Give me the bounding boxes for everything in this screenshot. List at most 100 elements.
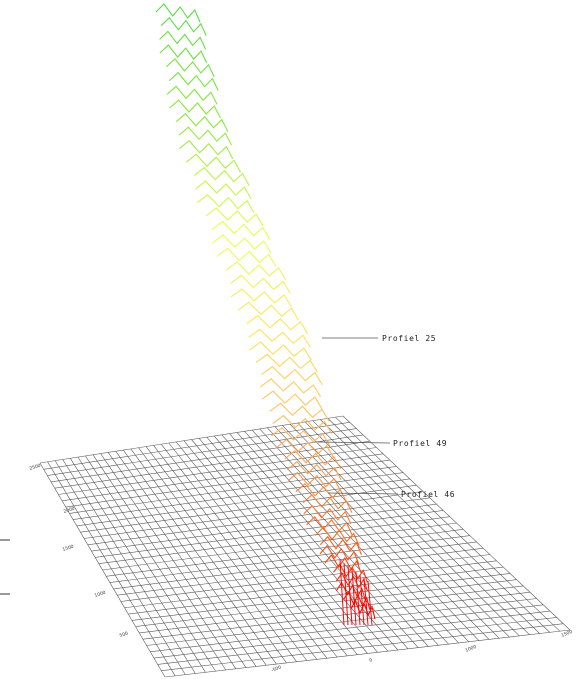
grid-line <box>282 425 490 640</box>
grid-line <box>92 454 237 669</box>
bottom-tick-label: 1000 <box>465 644 478 654</box>
profile-line <box>155 3 201 23</box>
profile-line <box>319 535 362 555</box>
profile-line <box>205 207 264 227</box>
profile-line <box>216 247 277 267</box>
grid-line <box>206 436 389 652</box>
grid-line <box>274 426 480 641</box>
bottom-tick-label: 1500 <box>561 629 574 639</box>
grid-line <box>145 446 308 661</box>
annotation-profiel-25: Profiel 25 <box>382 334 436 343</box>
profile-line <box>237 301 300 321</box>
grid-line <box>85 455 227 671</box>
profile-line <box>175 112 229 132</box>
profile-drop-line <box>363 577 369 626</box>
annotation-profiel-46: Profiel 46 <box>401 490 455 499</box>
grid-line <box>153 445 318 660</box>
grid-line <box>100 453 247 668</box>
profile-line <box>333 563 368 583</box>
bottom-tick-label: -500 <box>271 664 283 673</box>
profile-line <box>319 544 360 565</box>
axis-ticks: 2500 2000 1500 1000 500 -500 0 1000 1500 <box>29 463 574 674</box>
profile-line <box>284 449 342 469</box>
profile-line <box>159 44 208 64</box>
profile-drop-line <box>339 559 345 626</box>
profile-line <box>261 365 323 385</box>
left-tick-label: 1500 <box>62 544 75 553</box>
profile-drop-line <box>355 571 361 626</box>
profile-line <box>269 402 330 422</box>
profile-drop-line <box>347 565 353 626</box>
profile-line <box>324 554 362 574</box>
profile-line <box>197 193 255 213</box>
grid-line <box>77 456 216 672</box>
profile-line <box>166 85 218 105</box>
profile-line <box>249 341 312 361</box>
profile-drop-line <box>351 568 357 626</box>
profile-line <box>230 288 292 308</box>
grid-line <box>115 451 267 666</box>
grid-line <box>168 442 338 658</box>
profile-line <box>272 414 333 434</box>
profile-line <box>230 274 291 294</box>
grid-line <box>138 447 297 662</box>
grid-line <box>304 421 520 637</box>
profile-line <box>287 471 341 491</box>
profile-line <box>178 126 233 146</box>
left-tick-label: 2500 <box>29 463 42 472</box>
grid-line <box>297 422 510 638</box>
grid-line <box>191 439 368 654</box>
profile-line <box>226 261 287 281</box>
grid-line <box>47 461 176 676</box>
grid-line <box>39 462 166 678</box>
profile-line <box>169 99 221 119</box>
profile-line <box>255 353 318 373</box>
profile-line <box>259 378 322 398</box>
grid-line <box>335 416 561 632</box>
annotation-leader-49 <box>317 441 391 444</box>
grid-line <box>342 415 571 631</box>
profile-drop-line <box>359 574 365 626</box>
profile-line <box>248 328 311 348</box>
profile-line <box>261 390 323 410</box>
annotation-profiel-49: Profiel 49 <box>393 439 447 448</box>
left-tick-label: 2000 <box>63 506 76 515</box>
grid-line <box>160 444 328 659</box>
profile-line <box>246 315 309 335</box>
profile-line <box>179 139 234 159</box>
profile-line <box>275 438 335 458</box>
edge-marks <box>0 539 10 595</box>
grid-line <box>107 452 257 667</box>
profile-line <box>160 16 207 36</box>
grid-line <box>183 440 358 655</box>
grid-line <box>289 423 500 639</box>
profile-line <box>195 180 252 200</box>
grid-line <box>176 441 348 657</box>
ground-grid <box>39 415 571 678</box>
grid-line <box>221 434 409 649</box>
grid-line <box>320 419 540 634</box>
profile-line <box>315 526 360 546</box>
grid-line <box>327 418 551 633</box>
left-tick-label: 1000 <box>94 590 107 599</box>
profile-line <box>165 58 215 78</box>
grid-line <box>123 449 277 665</box>
profile-line <box>306 515 353 536</box>
profile-line <box>186 153 241 173</box>
annotation-leader-46 <box>327 492 399 495</box>
grid-line <box>267 427 470 643</box>
grid-line <box>62 459 196 674</box>
profile-line <box>211 220 271 240</box>
profile-line <box>286 460 342 480</box>
profile-line <box>303 504 352 525</box>
grid-line <box>54 460 186 675</box>
profile-line <box>159 30 207 50</box>
grid-line <box>198 438 378 653</box>
profile-line <box>350 599 376 620</box>
grid-line <box>244 431 439 646</box>
grid-line <box>312 420 530 635</box>
profile-line <box>169 71 219 91</box>
grid-line <box>130 448 287 664</box>
profile-drop-line <box>367 580 373 626</box>
bottom-tick-label: 0 <box>369 657 374 664</box>
